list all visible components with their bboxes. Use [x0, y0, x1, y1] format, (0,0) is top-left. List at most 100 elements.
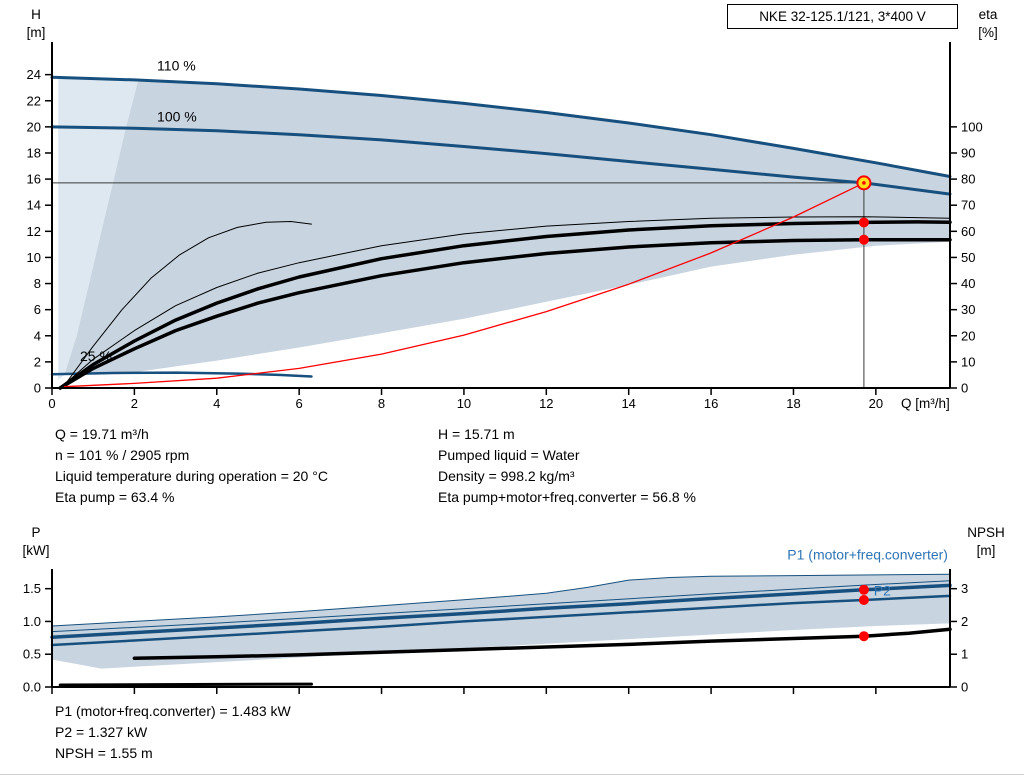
npsh-axis-label: NPSH [m] [956, 524, 1016, 560]
duty-results-right: H = 15.71 m Pumped liquid = Water Densit… [438, 424, 696, 508]
y-left-tick-label: 12 [27, 224, 41, 239]
x-tick-label: 14 [621, 396, 635, 411]
h-axis-label-line2: [m] [26, 25, 46, 40]
y-right-tick-label: 80 [961, 172, 975, 187]
eta-pump-curve [58, 220, 952, 390]
result-dot [858, 584, 869, 595]
h-axis-label: H [m] [16, 6, 56, 42]
power-chart-canvas[interactable]: 0.0 0.5 1.0 1.5 0 1 2 3 P1 (motor+freq.converter… [0, 520, 1024, 698]
system-curve [63, 182, 865, 388]
speed-label-100: 100 % [157, 108, 197, 124]
y-left-tick-label: 24 [27, 67, 41, 82]
bottom-separator [0, 774, 1024, 775]
x-tick-label: 2 [131, 396, 138, 411]
y-right-tick-label: 1 [961, 647, 968, 662]
result-line-npsh: NPSH = 1.55 m [55, 745, 153, 761]
result-line-temperature: Liquid temperature during operation = 20… [55, 468, 328, 484]
y-left-tick-label: 18 [27, 145, 41, 160]
y-right-tick-label: 2 [961, 614, 968, 629]
y-right-tick-label: 30 [961, 302, 975, 317]
result-line-p1: P1 (motor+freq.converter) = 1.483 kW [55, 703, 291, 719]
npsh-axis-label-line1: NPSH [967, 525, 1005, 540]
y-right-tick-label: 3 [961, 581, 968, 596]
eta-reduced-speed [63, 221, 312, 386]
result-line-liquid: Pumped liquid = Water [438, 447, 580, 463]
y-right-tick-label: 10 [961, 354, 975, 369]
p-reduced-speed [58, 682, 313, 687]
p-axis-label-line1: P [31, 525, 41, 540]
y-left-tick-label: 1.0 [23, 614, 41, 629]
p-axis-label: P [kW] [14, 524, 58, 560]
curve-100-percent [50, 125, 952, 196]
y-left-tick-label: 8 [34, 276, 41, 291]
result-line-p2: P2 = 1.327 kW [55, 724, 148, 740]
eta-axis-label: eta [%] [963, 6, 1013, 42]
result-line-n: n = 101 % / 2905 rpm [55, 447, 190, 463]
result-dot [858, 234, 869, 245]
x-tick-label: 0 [48, 396, 55, 411]
x-tick-label: 8 [378, 396, 385, 411]
y-left-tick-label: 0 [34, 381, 41, 396]
low-flow-region [58, 77, 139, 381]
x-tick-label: 20 [869, 396, 883, 411]
result-line-density: Density = 998.2 kg/m³ [438, 468, 575, 484]
x-tick-label: 16 [704, 396, 718, 411]
eta-total-curve [58, 237, 952, 390]
y-left-tick-label: 6 [34, 302, 41, 317]
hq-chart-canvas[interactable]: 0246810121416182022240102030405060708090… [0, 0, 1024, 415]
npsh-axis-label-line2: [m] [976, 543, 996, 558]
y-left-tick-label: 22 [27, 93, 41, 108]
y-right-tick-label: 50 [961, 250, 975, 265]
result-line-h: H = 15.71 m [438, 426, 515, 442]
y-left-tick-label: 20 [27, 119, 41, 134]
x-tick-label: 18 [786, 396, 800, 411]
duty-point-center [862, 181, 866, 185]
y-right-tick-label: 20 [961, 328, 975, 343]
p2-curve [50, 594, 952, 647]
power-results: P1 (motor+freq.converter) = 1.483 kW P2 … [55, 701, 291, 764]
result-line-q: Q = 19.71 m³/h [55, 426, 149, 442]
y-left-tick-label: 0.5 [23, 647, 41, 662]
result-dot [858, 217, 869, 228]
x-tick-label: 4 [213, 396, 220, 411]
y-right-tick-label: 70 [961, 198, 975, 213]
pump-title-badge: NKE 32-125.1/121, 3*400 V [727, 4, 958, 29]
y-left-tick-label: 0.0 [23, 680, 41, 695]
y-right-tick-label: 90 [961, 145, 975, 160]
p1-curve [50, 583, 952, 639]
y-right-tick-label: 0 [961, 381, 968, 396]
y-left-tick-label: 14 [27, 198, 41, 213]
y-right-tick-label: 0 [961, 680, 968, 695]
y-left-tick-label: 10 [27, 250, 41, 265]
q-axis-label: Q [m³/h] [901, 396, 950, 411]
x-tick-label: 10 [457, 396, 471, 411]
speed-label-110: 110 % [157, 58, 196, 74]
x-tick-label: 6 [296, 396, 303, 411]
operating-envelope [64, 79, 950, 375]
npsh-curve [132, 627, 952, 660]
curve-25-percent [50, 371, 313, 378]
result-dot [858, 631, 869, 642]
p2-curve-label: P2 [874, 583, 891, 599]
eta-axis-label-line1: eta [978, 7, 998, 22]
duty-results-left: Q = 19.71 m³/h n = 101 % / 2905 rpm Liqu… [55, 424, 328, 508]
result-line-eta-pump: Eta pump = 63.4 % [55, 489, 175, 505]
x-tick-label: 12 [539, 396, 553, 411]
power-band-top-edge [51, 573, 951, 627]
eta-axis-label-line2: [%] [978, 25, 998, 40]
p1-curve-label: P1 (motor+freq.converter) [787, 547, 948, 563]
y-right-tick-label: 100 [961, 119, 983, 134]
p-axis-label-line2: [kW] [22, 543, 50, 558]
y-left-tick-label: 2 [34, 354, 41, 369]
result-line-eta-total: Eta pump+motor+freq.converter = 56.8 % [438, 489, 696, 505]
y-left-tick-label: 4 [34, 328, 41, 343]
result-dot [858, 595, 869, 606]
y-left-tick-label: 1.5 [23, 581, 41, 596]
y-left-tick-label: 16 [27, 172, 41, 187]
y-right-tick-label: 40 [961, 276, 975, 291]
curve-110-percent [50, 75, 952, 178]
speed-label-25: 25 % [80, 348, 112, 364]
h-axis-label-line1: H [31, 7, 41, 22]
eta-band-edge [59, 216, 951, 389]
